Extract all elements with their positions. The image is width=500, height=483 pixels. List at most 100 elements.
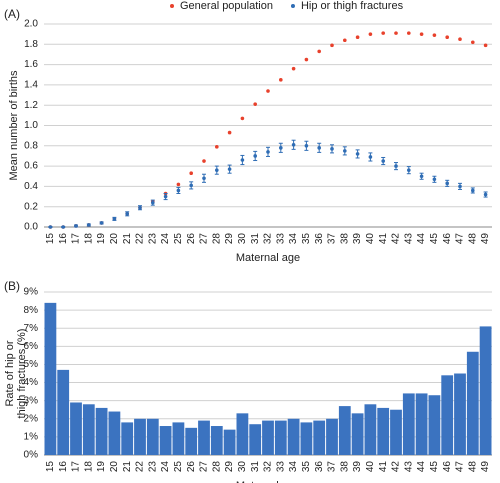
bar (415, 393, 428, 455)
panel-label: (B) (4, 279, 20, 293)
bar (262, 420, 274, 455)
y-tick-label: 8% (24, 305, 39, 316)
x-tick-label: 17 (71, 461, 82, 473)
x-tick-label: 15 (45, 461, 56, 473)
point (381, 31, 386, 35)
point (266, 89, 270, 93)
x-tick-label: 41 (378, 233, 389, 245)
point (368, 155, 373, 159)
point (291, 66, 296, 71)
y-tick-label: 4% (24, 377, 39, 388)
point (48, 225, 53, 229)
y-tick-label: 1.8 (24, 39, 38, 50)
x-tick-label: 20 (109, 461, 120, 473)
point (355, 152, 360, 156)
x-tick-label: 41 (378, 461, 389, 473)
point (125, 212, 129, 216)
bar (185, 427, 198, 455)
point (458, 184, 462, 189)
y-tick-label: 6% (24, 341, 39, 352)
point (176, 188, 181, 193)
point (317, 49, 322, 54)
point (279, 146, 283, 150)
x-tick-label: 22 (135, 461, 146, 473)
bar (364, 404, 377, 455)
y-axis-title: Mean number of births (8, 70, 20, 181)
bar (390, 409, 402, 455)
point (291, 142, 296, 147)
x-tick-label: 27 (199, 461, 210, 473)
bar (338, 406, 351, 455)
x-tick-label: 48 (467, 461, 478, 473)
x-tick-label: 47 (455, 461, 466, 473)
x-tick-label: 42 (391, 461, 402, 473)
point (253, 102, 257, 106)
point (407, 31, 411, 35)
x-tick-label: 33 (275, 461, 286, 473)
point (266, 150, 270, 154)
point (394, 31, 398, 35)
point (240, 116, 245, 121)
point (189, 171, 193, 176)
y-axis-title: Rate of hip or (4, 340, 16, 406)
bar (249, 424, 262, 455)
point (381, 159, 386, 163)
x-tick-label: 39 (352, 233, 363, 245)
point (355, 35, 360, 39)
x-tick-label: 46 (442, 233, 453, 245)
x-tick-label: 37 (327, 461, 338, 473)
point (99, 221, 104, 225)
x-tick-label: 22 (135, 233, 146, 245)
point (419, 32, 424, 36)
x-tick-label: 49 (480, 233, 491, 245)
bar (146, 418, 159, 455)
bar (402, 393, 415, 455)
x-tick-label: 36 (314, 461, 325, 473)
bar (326, 418, 338, 455)
x-tick-label: 45 (429, 233, 440, 245)
point (87, 223, 91, 227)
point (202, 176, 206, 181)
bar (198, 420, 210, 455)
point (74, 224, 78, 228)
x-tick-label: 35 (301, 233, 312, 245)
x-tick-label: 30 (237, 461, 248, 473)
x-tick-label: 23 (147, 461, 158, 473)
point (432, 33, 437, 37)
x-tick-label: 39 (352, 461, 363, 473)
x-tick-label: 29 (224, 461, 235, 473)
point (445, 181, 450, 186)
bar (236, 413, 249, 455)
x-tick-label: 15 (45, 233, 56, 245)
x-tick-label: 38 (339, 461, 350, 473)
legend-marker (290, 4, 295, 8)
bar (121, 422, 134, 455)
y-tick-label: 0.2 (24, 201, 38, 212)
y-tick-label: 0.6 (24, 161, 38, 172)
point (304, 144, 309, 148)
bar (454, 373, 466, 455)
panel-label: (A) (4, 7, 20, 21)
point (227, 167, 232, 171)
point (343, 38, 347, 43)
point (330, 43, 334, 48)
point (253, 154, 257, 158)
x-tick-label: 40 (365, 233, 376, 245)
x-tick-label: 49 (480, 461, 491, 473)
point (163, 194, 168, 199)
point (304, 57, 309, 62)
y-tick-label: 0.0 (24, 222, 38, 233)
x-tick-label: 26 (186, 461, 197, 473)
bar (82, 404, 95, 455)
point (317, 146, 322, 150)
y-tick-label: 7% (24, 323, 39, 334)
x-tick-label: 17 (71, 233, 82, 245)
x-tick-label: 44 (416, 233, 427, 245)
bar (134, 418, 146, 455)
legend-label: General population (180, 0, 273, 12)
y-tick-label: 1% (24, 432, 39, 443)
point (394, 164, 398, 168)
x-axis-title: Maternal age (236, 252, 300, 264)
x-tick-label: 44 (416, 461, 427, 473)
